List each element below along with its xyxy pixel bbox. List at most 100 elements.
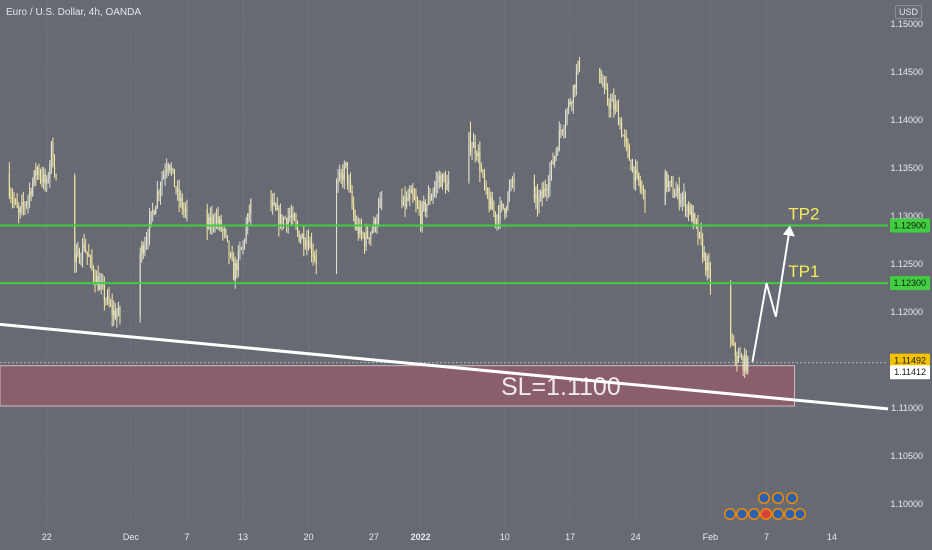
event-marker-eu bbox=[787, 493, 797, 503]
candle-body bbox=[141, 245, 143, 254]
candle-body bbox=[353, 205, 355, 216]
candle-body bbox=[507, 194, 509, 209]
candle-body bbox=[421, 204, 423, 225]
candle-body bbox=[533, 179, 535, 199]
candle-body bbox=[619, 122, 621, 126]
time-tick-label: 14 bbox=[827, 532, 837, 542]
candle-body bbox=[487, 188, 489, 198]
candle-body bbox=[415, 199, 417, 203]
candle-body bbox=[571, 102, 573, 105]
time-axis[interactable]: 22 Dec 7 13 20 27 2022 10 17 24 Feb 7 14 bbox=[42, 532, 837, 542]
bid-price-tag-bg bbox=[890, 365, 930, 380]
candle-body bbox=[55, 175, 57, 177]
candle-body bbox=[684, 194, 687, 211]
price-tick-label: 1.11000 bbox=[891, 403, 923, 413]
candle-body bbox=[547, 186, 549, 191]
candle-body bbox=[32, 182, 34, 195]
candle-body bbox=[546, 190, 548, 192]
current-price-tag-bg bbox=[890, 353, 930, 368]
candle-body bbox=[497, 215, 500, 222]
candle-body bbox=[480, 170, 482, 172]
candle-body bbox=[92, 267, 95, 279]
support-trendline bbox=[0, 322, 889, 411]
candle-body bbox=[312, 253, 314, 257]
currency-button[interactable]: USD bbox=[894, 5, 922, 19]
candle-body bbox=[367, 231, 369, 238]
candle-body bbox=[702, 238, 704, 258]
candle-body bbox=[21, 202, 23, 208]
candle-body bbox=[370, 232, 372, 239]
candle-body bbox=[578, 61, 581, 69]
candle-body bbox=[16, 200, 18, 208]
candle-body bbox=[483, 174, 486, 186]
candle-body bbox=[275, 204, 277, 210]
candle-body bbox=[163, 174, 165, 179]
candle-body bbox=[680, 200, 682, 204]
candle-body bbox=[642, 188, 644, 190]
candle-body bbox=[248, 213, 250, 215]
candle-body bbox=[78, 250, 80, 263]
event-markers[interactable] bbox=[724, 492, 806, 520]
event-marker-us bbox=[761, 509, 771, 519]
candle-body bbox=[175, 187, 177, 192]
candle-body bbox=[448, 181, 450, 184]
candle-body bbox=[18, 207, 20, 213]
candle-body bbox=[708, 262, 710, 270]
candle-body bbox=[236, 263, 238, 271]
price-tick-label: 1.14000 bbox=[890, 115, 923, 125]
candle-body bbox=[745, 354, 747, 372]
candle-body bbox=[540, 191, 542, 197]
candle-body bbox=[108, 295, 110, 304]
candle-body bbox=[633, 166, 635, 182]
candle-body bbox=[214, 222, 216, 224]
candle-body bbox=[91, 257, 93, 268]
candle-body bbox=[139, 253, 141, 317]
candle-body bbox=[161, 178, 163, 187]
candle-body bbox=[75, 254, 77, 263]
candle-body bbox=[180, 197, 182, 202]
candle-body bbox=[314, 256, 316, 260]
candle-body bbox=[482, 170, 484, 175]
time-tick-label: 13 bbox=[238, 532, 248, 542]
candle-body bbox=[574, 85, 576, 89]
candle-body bbox=[617, 105, 620, 126]
trendline bbox=[0, 322, 889, 411]
candle-body bbox=[181, 197, 183, 209]
time-tick-label: 17 bbox=[565, 532, 575, 542]
candle-body bbox=[494, 212, 496, 221]
candle-body bbox=[437, 181, 439, 183]
candle-body bbox=[276, 208, 278, 210]
candle-body bbox=[381, 199, 383, 201]
candle-body bbox=[730, 286, 732, 341]
candle-body bbox=[212, 216, 214, 224]
candle-body bbox=[560, 130, 562, 132]
candle-body bbox=[599, 68, 601, 82]
candle-body bbox=[99, 283, 101, 290]
candle-body bbox=[445, 179, 447, 191]
candle-body bbox=[145, 239, 147, 246]
candle-body bbox=[401, 199, 403, 205]
candle-body bbox=[541, 191, 543, 198]
candle-body bbox=[284, 218, 286, 220]
candle-body bbox=[44, 174, 46, 184]
candle-body bbox=[24, 205, 26, 207]
candle-body bbox=[703, 253, 705, 258]
price-axis[interactable]: 1.15000 1.14500 1.14000 1.13500 1.13000 1.125… bbox=[890, 19, 930, 509]
candle-body bbox=[223, 229, 225, 231]
candle-body bbox=[563, 127, 565, 132]
candle-body bbox=[211, 216, 213, 226]
projection-arrowhead bbox=[782, 225, 795, 237]
candle-body bbox=[300, 238, 302, 242]
candle-body bbox=[8, 172, 10, 196]
candle-body bbox=[502, 203, 504, 209]
candle-body bbox=[603, 83, 606, 87]
candle-body bbox=[610, 101, 612, 109]
candle-body bbox=[686, 205, 688, 211]
candle-body bbox=[209, 217, 211, 226]
event-marker-eu bbox=[773, 509, 783, 519]
candle-body bbox=[89, 256, 91, 258]
candle-body bbox=[111, 304, 113, 316]
candle-body bbox=[491, 197, 493, 210]
candle-body bbox=[25, 202, 28, 206]
